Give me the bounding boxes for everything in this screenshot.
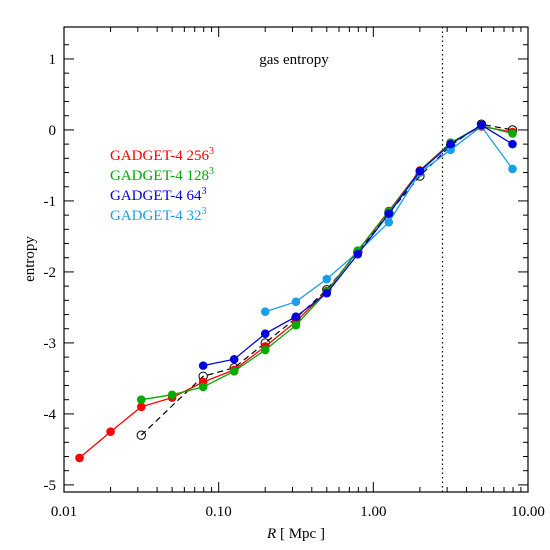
legend-resolution: 256 — [187, 148, 210, 164]
series-point-64 — [477, 120, 486, 130]
series-point-64 — [229, 354, 239, 364]
axis-ticks: 0.01 0.10 1.00 10.00 -5 -4 -3 -2 -1 0 1 — [44, 27, 545, 520]
series-point-128 — [198, 382, 208, 392]
legend-entry-64: GADGET-4 643 — [110, 186, 207, 204]
series-point-256 — [106, 427, 115, 436]
legend-resolution: 64 — [187, 188, 203, 204]
legend-resolution: 32 — [187, 208, 202, 224]
plot-frame — [63, 26, 529, 493]
series-point-64 — [446, 139, 455, 149]
series-point-32 — [291, 297, 301, 307]
series-point-64 — [198, 361, 208, 370]
series-point-256 — [136, 402, 146, 412]
legend-entry-256: GADGET-4 2563 — [110, 146, 214, 164]
y-tick-label: 1 — [49, 52, 57, 68]
series-64 — [198, 120, 517, 370]
y-tick-label: -5 — [44, 478, 57, 494]
legend-series-name: GADGET-4 — [110, 188, 187, 204]
series-point-32 — [508, 164, 517, 174]
legend-entry-128: GADGET-4 1283 — [110, 166, 214, 184]
series-point-128 — [260, 345, 270, 355]
series-point-64 — [384, 209, 394, 219]
x-axis-label-symbol: R — [266, 526, 276, 542]
y-tick-label: -2 — [44, 265, 57, 281]
series-point-256 — [75, 453, 84, 463]
legend-resolution-exponent: 3 — [209, 146, 214, 157]
series-point-128 — [291, 320, 301, 330]
legend-entry-32: GADGET-4 323 — [110, 206, 207, 224]
x-tick-label: 0.10 — [206, 504, 232, 520]
legend-series-name: GADGET-4 — [110, 168, 187, 184]
series-32 — [260, 122, 517, 316]
series-line-128 — [141, 125, 513, 401]
legend-resolution-exponent: 3 — [209, 166, 214, 177]
legend-series-name: GADGET-4 — [110, 148, 187, 164]
y-tick-label: 0 — [49, 123, 57, 139]
series-point-64 — [508, 139, 517, 149]
series-point-128 — [508, 129, 517, 138]
series-point-64 — [353, 249, 363, 259]
x-tick-label: 1.00 — [360, 504, 386, 520]
chart-title: gas entropy — [259, 52, 329, 68]
legend-series-name: GADGET-4 — [110, 208, 187, 224]
x-axis-label-unit: [ Mpc ] — [276, 526, 325, 542]
legend-resolution: 128 — [187, 168, 210, 184]
legend-resolution-exponent: 3 — [202, 206, 207, 217]
series-layer — [75, 120, 517, 463]
series-point-128 — [136, 395, 146, 405]
series-point-64 — [291, 312, 301, 321]
series-point-32 — [384, 217, 394, 227]
x-tick-label: 10.00 — [511, 504, 545, 520]
x-tick-label: 0.01 — [51, 504, 77, 520]
series-point-64 — [415, 166, 425, 176]
series-point-32 — [322, 274, 332, 284]
reference-point — [136, 430, 146, 440]
series-point-128 — [167, 390, 177, 400]
series-point-32 — [260, 307, 270, 316]
x-axis-label: R [ Mpc ] — [266, 526, 325, 542]
y-tick-label: -4 — [44, 407, 57, 423]
series-point-64 — [322, 288, 332, 298]
legend-resolution-exponent: 3 — [202, 186, 207, 197]
y-axis-label: entropy — [22, 236, 38, 282]
series-line-64 — [203, 124, 513, 367]
y-tick-label: -3 — [44, 336, 57, 352]
series-point-64 — [260, 329, 270, 338]
series-point-128 — [229, 367, 239, 376]
y-tick-label: -1 — [44, 194, 57, 210]
